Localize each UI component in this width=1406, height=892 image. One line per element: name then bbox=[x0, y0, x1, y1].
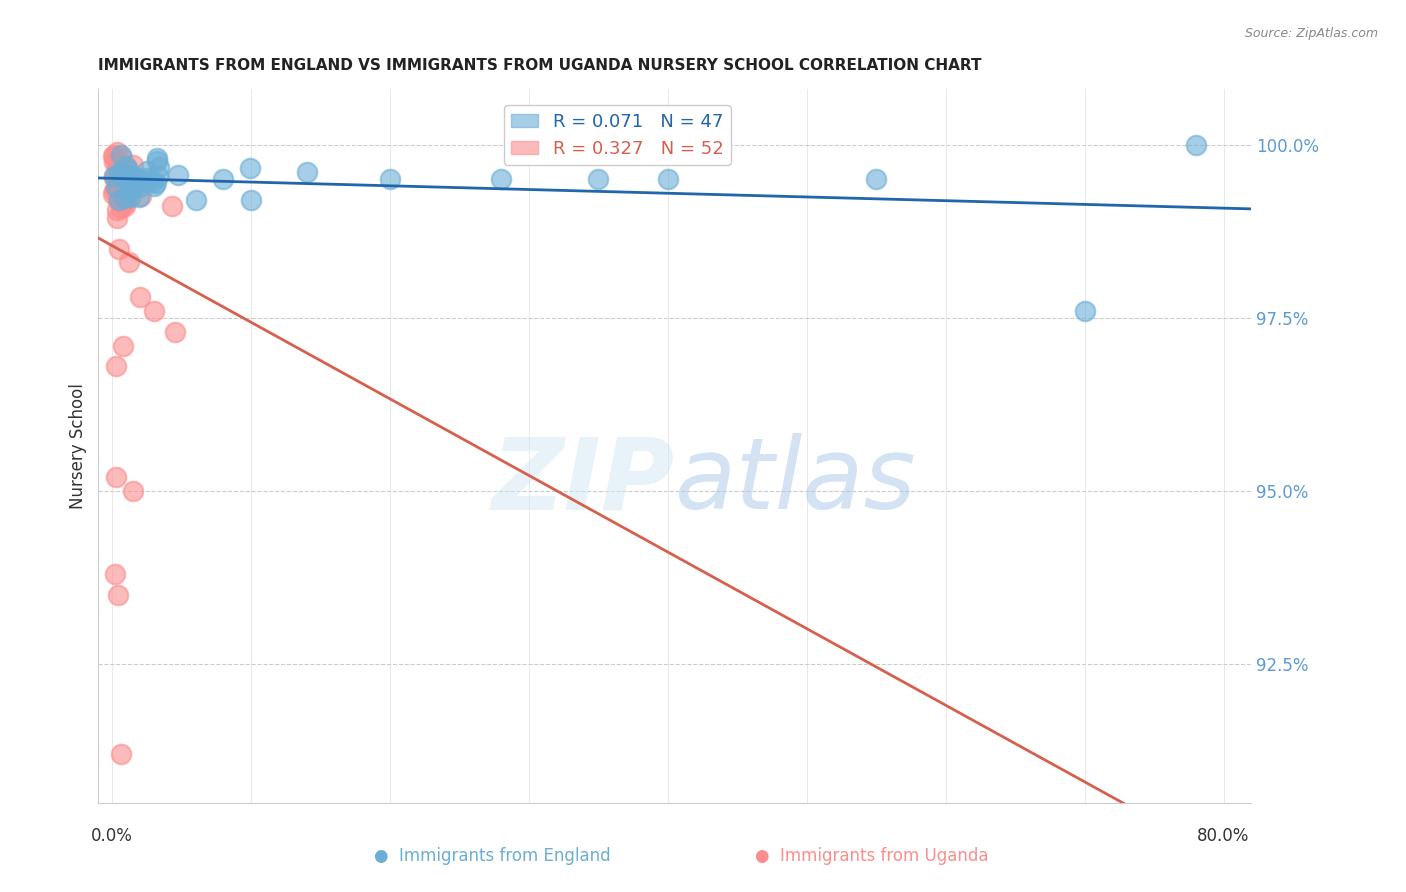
Point bbox=[124, 173, 146, 187]
Point bbox=[110, 182, 132, 196]
Point bbox=[160, 199, 183, 213]
Point bbox=[105, 160, 128, 174]
Point bbox=[378, 172, 401, 186]
Point bbox=[108, 166, 131, 180]
Point bbox=[120, 179, 142, 194]
Point bbox=[129, 172, 152, 186]
Text: 80.0%: 80.0% bbox=[1198, 827, 1250, 845]
Point bbox=[148, 160, 170, 174]
Point bbox=[111, 152, 134, 166]
Legend: R = 0.071   N = 47, R = 0.327   N = 52: R = 0.071 N = 47, R = 0.327 N = 52 bbox=[503, 105, 731, 165]
Point bbox=[110, 147, 132, 161]
Text: Source: ZipAtlas.com: Source: ZipAtlas.com bbox=[1244, 27, 1378, 40]
Point bbox=[115, 172, 138, 186]
Point bbox=[121, 169, 143, 184]
Point bbox=[122, 483, 145, 498]
Point bbox=[105, 145, 128, 159]
Point bbox=[117, 162, 139, 177]
Point bbox=[167, 169, 190, 183]
Y-axis label: Nursery School: Nursery School bbox=[69, 383, 87, 509]
Point bbox=[121, 158, 143, 172]
Text: 0.0%: 0.0% bbox=[91, 827, 134, 845]
Point bbox=[146, 153, 169, 168]
Point bbox=[865, 172, 887, 186]
Point bbox=[105, 470, 128, 484]
Point bbox=[128, 179, 150, 194]
Point bbox=[145, 176, 167, 190]
Point bbox=[112, 171, 135, 186]
Point bbox=[107, 194, 129, 208]
Point bbox=[103, 148, 125, 162]
Point bbox=[104, 567, 127, 582]
Point bbox=[118, 255, 141, 269]
Point bbox=[110, 160, 132, 174]
Point bbox=[107, 189, 129, 203]
Point bbox=[105, 182, 128, 196]
Point bbox=[101, 187, 124, 202]
Point bbox=[110, 168, 132, 182]
Point bbox=[129, 290, 152, 304]
Point bbox=[103, 155, 125, 169]
Text: atlas: atlas bbox=[675, 434, 917, 530]
Point bbox=[114, 173, 136, 187]
Point bbox=[121, 178, 143, 193]
Point bbox=[115, 161, 138, 176]
Point bbox=[112, 191, 135, 205]
Point bbox=[295, 165, 318, 179]
Point bbox=[117, 178, 139, 193]
Point bbox=[105, 359, 128, 374]
Point bbox=[1184, 137, 1206, 152]
Point bbox=[118, 189, 141, 203]
Point bbox=[107, 588, 129, 602]
Point bbox=[108, 242, 131, 256]
Point bbox=[118, 169, 141, 183]
Point bbox=[105, 202, 128, 217]
Point bbox=[212, 172, 235, 186]
Point bbox=[146, 169, 169, 183]
Point bbox=[491, 172, 513, 186]
Point bbox=[136, 164, 159, 178]
Point bbox=[136, 174, 159, 188]
Point bbox=[588, 172, 610, 186]
Point bbox=[240, 193, 263, 207]
Point bbox=[103, 170, 125, 185]
Point bbox=[101, 149, 124, 163]
Point bbox=[114, 199, 136, 213]
Point bbox=[111, 195, 134, 210]
Point bbox=[146, 151, 169, 165]
Point bbox=[103, 169, 125, 184]
Point bbox=[104, 179, 127, 194]
Point bbox=[104, 172, 127, 186]
Point bbox=[134, 170, 156, 185]
Point bbox=[107, 179, 129, 194]
Point bbox=[125, 170, 148, 185]
Point bbox=[128, 190, 150, 204]
Point bbox=[184, 193, 207, 207]
Point bbox=[103, 184, 125, 198]
Point bbox=[121, 181, 143, 195]
Point bbox=[238, 161, 260, 176]
Text: ●  Immigrants from Uganda: ● Immigrants from Uganda bbox=[755, 847, 988, 865]
Point bbox=[105, 211, 128, 226]
Point bbox=[142, 179, 165, 194]
Point bbox=[1073, 304, 1095, 318]
Point bbox=[141, 175, 163, 189]
Point bbox=[114, 176, 136, 190]
Text: ZIP: ZIP bbox=[492, 434, 675, 530]
Point bbox=[163, 325, 186, 339]
Text: ●  Immigrants from England: ● Immigrants from England bbox=[374, 847, 610, 865]
Point bbox=[110, 201, 132, 215]
Point bbox=[114, 195, 136, 210]
Point bbox=[115, 160, 138, 174]
Point bbox=[112, 338, 135, 352]
Point bbox=[657, 172, 679, 186]
Point bbox=[129, 189, 152, 203]
Text: IMMIGRANTS FROM ENGLAND VS IMMIGRANTS FROM UGANDA NURSERY SCHOOL CORRELATION CHA: IMMIGRANTS FROM ENGLAND VS IMMIGRANTS FR… bbox=[98, 58, 981, 73]
Point bbox=[108, 194, 131, 208]
Point bbox=[121, 182, 143, 196]
Point bbox=[110, 747, 132, 762]
Point bbox=[143, 304, 166, 318]
Point bbox=[115, 193, 138, 207]
